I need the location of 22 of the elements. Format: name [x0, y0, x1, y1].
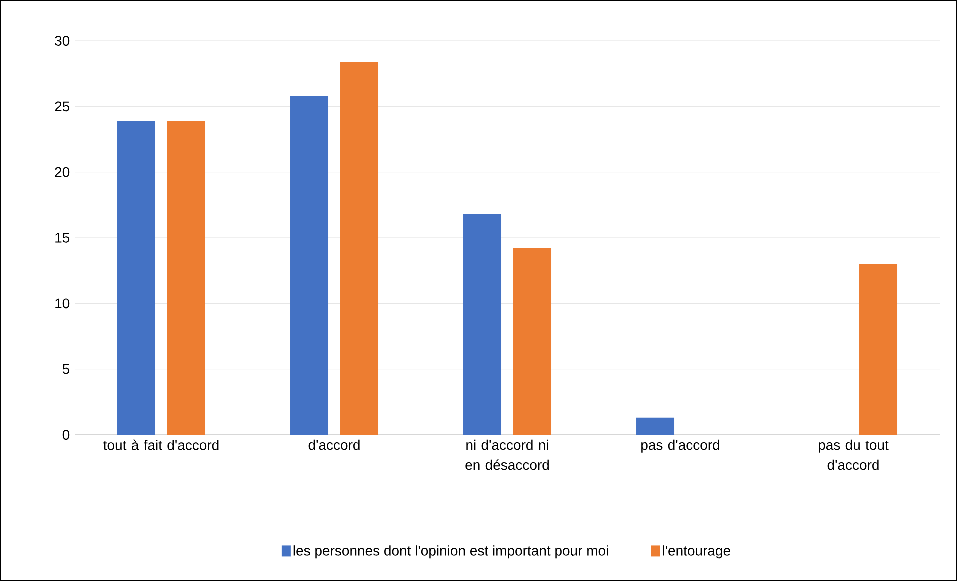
- bar: [340, 62, 379, 435]
- bar: [860, 264, 898, 435]
- legend-label: les personnes dont l'opinion est important pour moi: [294, 546, 608, 559]
- x-tick-label: tout à fait d'accord: [104, 440, 219, 450]
- y-tick-label: 5: [62, 364, 70, 374]
- y-tick-label: 10: [56, 298, 70, 309]
- y-tick-label: 0: [62, 430, 70, 440]
- bar: [168, 121, 206, 435]
- y-tick-label: 15: [56, 233, 70, 243]
- bar: [464, 214, 502, 435]
- y-tick-label: 25: [55, 102, 70, 112]
- y-tick-label: 20: [55, 167, 70, 178]
- x-tick-label: ni d'accord ni en désaccord: [466, 440, 550, 470]
- legend-label: l'entourage: [663, 546, 730, 559]
- bar: [514, 248, 552, 435]
- x-tick-label: d'accord: [308, 440, 360, 450]
- x-tick-label: pas du tout d'accord: [819, 440, 889, 470]
- bar: [636, 418, 675, 435]
- bar: [118, 121, 156, 435]
- y-tick-label: 30: [55, 36, 70, 46]
- bar: [290, 96, 329, 435]
- x-tick-label: pas d'accord: [642, 440, 720, 453]
